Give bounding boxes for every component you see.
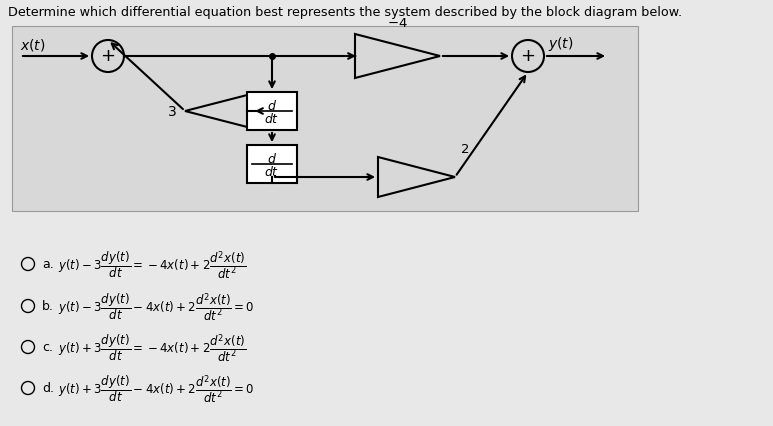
Text: a.: a. (42, 258, 54, 271)
Text: $3$: $3$ (167, 105, 177, 119)
FancyBboxPatch shape (247, 93, 297, 131)
Text: +: + (520, 47, 536, 65)
Text: +: + (100, 47, 115, 65)
Text: $d$: $d$ (267, 152, 277, 166)
Text: $dt$: $dt$ (264, 112, 280, 126)
Text: $y(t) + 3\dfrac{dy(t)}{dt} - 4x(t) + 2\dfrac{d^2x(t)}{dt^2} = 0$: $y(t) + 3\dfrac{dy(t)}{dt} - 4x(t) + 2\d… (58, 372, 254, 404)
Text: $-4$: $-4$ (387, 17, 408, 30)
Text: $d$: $d$ (267, 99, 277, 113)
Text: $x(t)$: $x(t)$ (20, 37, 46, 53)
Text: c.: c. (42, 341, 53, 354)
Text: b.: b. (42, 300, 54, 313)
Text: Determine which differential equation best represents the system described by th: Determine which differential equation be… (8, 6, 682, 19)
Text: $y(t)$: $y(t)$ (548, 35, 574, 53)
Text: $dt$: $dt$ (264, 164, 280, 178)
FancyBboxPatch shape (247, 146, 297, 184)
Text: $y(t) - 3\dfrac{dy(t)}{dt} - 4x(t) + 2\dfrac{d^2x(t)}{dt^2} = 0$: $y(t) - 3\dfrac{dy(t)}{dt} - 4x(t) + 2\d… (58, 291, 254, 322)
Text: $2$: $2$ (460, 143, 469, 155)
Text: $y(t) - 3\dfrac{dy(t)}{dt} = -4x(t) + 2\dfrac{d^2x(t)}{dt^2}$: $y(t) - 3\dfrac{dy(t)}{dt} = -4x(t) + 2\… (58, 248, 247, 280)
Text: $y(t) + 3\dfrac{dy(t)}{dt} = -4x(t) + 2\dfrac{d^2x(t)}{dt^2}$: $y(t) + 3\dfrac{dy(t)}{dt} = -4x(t) + 2\… (58, 331, 247, 363)
Text: d.: d. (42, 382, 54, 394)
FancyBboxPatch shape (12, 27, 638, 211)
